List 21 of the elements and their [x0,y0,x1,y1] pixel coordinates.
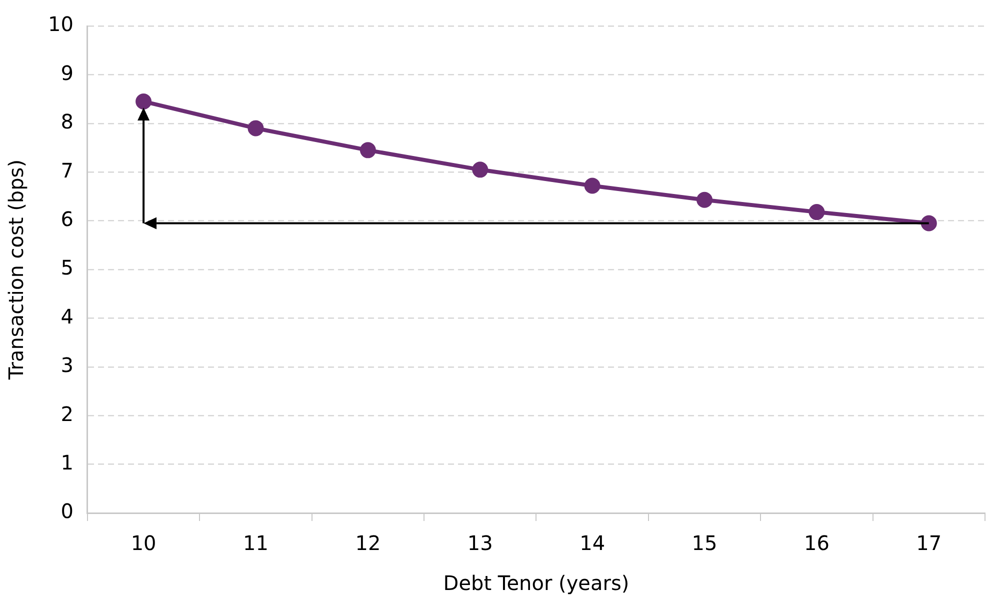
y-axis-title: Transaction cost (bps) [4,159,28,381]
x-axis-title: Debt Tenor (years) [443,571,630,596]
x-tick-label: 10 [130,531,156,556]
x-tick-label: 17 [916,531,942,556]
y-tick-label: 0 [60,499,74,524]
y-tick-label: 6 [60,207,74,232]
x-tick-label: 11 [243,531,268,556]
y-tick-label: 7 [60,158,74,182]
x-tick-label: 13 [467,531,493,556]
x-tick-label: 16 [804,531,830,556]
x-tick-label: 12 [355,531,381,556]
y-tick-label: 9 [60,60,74,85]
y-tick-label: 3 [60,353,74,378]
x-tick-label: 14 [580,531,606,556]
y-tick-label: 2 [60,402,74,426]
y-tick-label: 8 [60,110,74,134]
y-tick-label: 5 [60,256,74,280]
y-tick-label: 1 [60,450,74,475]
y-tick-label: 10 [48,12,74,36]
y-tick-label: 4 [60,304,74,328]
x-tick-label: 15 [692,531,718,556]
